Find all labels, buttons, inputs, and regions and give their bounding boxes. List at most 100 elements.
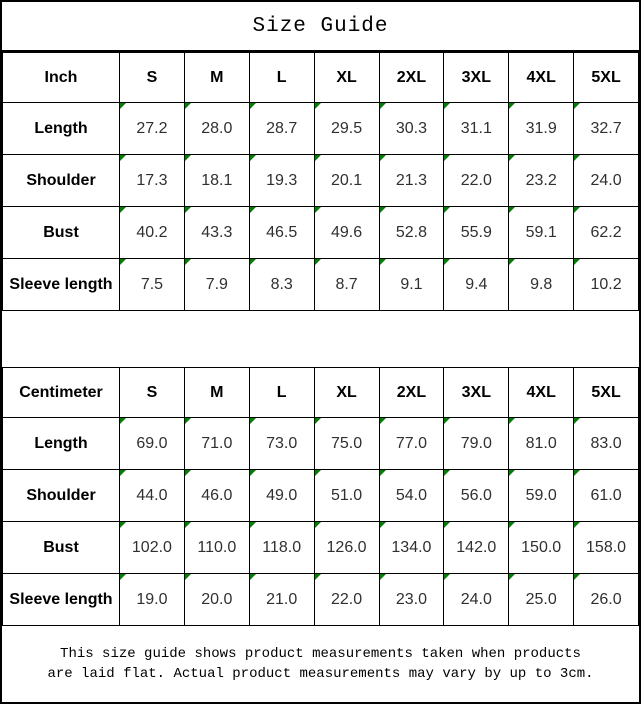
value-cell: 32.7 (573, 102, 639, 155)
size-header-cell: 3XL (443, 52, 510, 103)
value-text: 61.0 (590, 486, 622, 504)
size-header-cell: XL (313, 52, 380, 103)
corner-marker-icon (250, 470, 256, 476)
corner-marker-icon (250, 574, 256, 580)
corner-marker-icon (444, 259, 451, 265)
value-cell: 46.5 (248, 206, 315, 259)
value-text: 28.0 (201, 119, 233, 137)
value-cell: 24.0 (573, 154, 639, 207)
corner-marker-icon (315, 522, 321, 528)
value-cell: 56.0 (443, 469, 510, 522)
size-header-cell: S (119, 367, 185, 418)
value-cell: 83.0 (573, 417, 639, 470)
value-text: 77.0 (395, 434, 427, 452)
corner-marker-icon (185, 155, 191, 161)
value-text: 31.9 (525, 119, 557, 137)
value-text: 142.0 (456, 538, 497, 556)
value-text: 22.0 (330, 590, 363, 608)
corner-marker-icon (379, 470, 386, 476)
value-text: 62.2 (590, 223, 622, 241)
row-label-cell: Length (2, 417, 120, 470)
value-cell: 19.3 (248, 154, 315, 207)
value-text: 52.8 (395, 223, 427, 241)
corner-marker-icon (574, 522, 581, 528)
value-cell: 8.7 (313, 258, 380, 311)
value-cell: 7.9 (183, 258, 250, 311)
corner-marker-icon (444, 155, 451, 161)
note-line: This size guide shows product measuremen… (60, 646, 581, 662)
value-text: 23.2 (525, 171, 557, 189)
corner-marker-icon (574, 470, 581, 476)
size-header-cell: S (119, 52, 185, 103)
value-cell: 26.0 (573, 573, 639, 626)
value-cell: 158.0 (573, 521, 639, 574)
corner-marker-icon (574, 155, 581, 161)
value-text: 43.3 (201, 223, 233, 241)
table-row: Length 27.2 28.0 28.7 29.5 30.3 31.1 31.9 32.7 (2, 102, 639, 155)
value-cell: 62.2 (573, 206, 639, 259)
value-cell: 17.3 (119, 154, 185, 207)
value-text: 40.2 (136, 223, 168, 241)
value-text: 59.1 (525, 223, 557, 241)
value-cell: 8.3 (248, 258, 315, 311)
corner-marker-icon (315, 103, 321, 109)
value-cell: 150.0 (508, 521, 575, 574)
corner-marker-icon (185, 103, 191, 109)
value-text: 44.0 (136, 486, 168, 504)
value-cell: 79.0 (443, 417, 510, 470)
table-row: Shoulder 17.3 18.1 19.3 20.1 21.3 22.0 23.2 24.0 (2, 154, 639, 207)
value-cell: 69.0 (119, 417, 185, 470)
corner-marker-icon (185, 574, 191, 580)
value-cell: 23.0 (378, 573, 445, 626)
value-cell: 49.6 (313, 206, 380, 259)
value-text: 83.0 (590, 434, 622, 452)
value-cell: 9.1 (378, 258, 445, 311)
value-cell: 30.3 (378, 102, 445, 155)
value-cell: 59.1 (508, 206, 575, 259)
value-text: 27.2 (136, 119, 168, 137)
corner-marker-icon (509, 574, 516, 580)
corner-marker-icon (315, 574, 321, 580)
corner-marker-icon (509, 155, 516, 161)
corner-marker-icon (379, 155, 386, 161)
value-text: 126.0 (326, 538, 367, 556)
row-label-cell: Sleeve length (2, 573, 120, 626)
header-row: Inch S M L XL 2XL 3XL 4XL 5XL (2, 52, 639, 103)
corner-marker-icon (379, 259, 386, 265)
corner-marker-icon (444, 418, 451, 424)
value-text: 20.1 (330, 171, 363, 189)
size-header-cell: L (248, 367, 315, 418)
value-text: 79.0 (460, 434, 492, 452)
value-text: 118.0 (262, 538, 302, 556)
corner-marker-icon (250, 207, 256, 213)
value-text: 30.3 (395, 119, 427, 137)
table-row: Bust 40.2 43.3 46.5 49.6 52.8 55.9 59.1 62.2 (2, 206, 639, 259)
value-text: 69.0 (136, 434, 168, 452)
corner-marker-icon (250, 418, 256, 424)
value-text: 110.0 (197, 538, 237, 556)
value-text: 18.1 (201, 171, 233, 189)
value-text: 81.0 (525, 434, 557, 452)
corner-marker-icon (185, 470, 191, 476)
value-cell: 9.4 (443, 258, 510, 311)
value-cell: 31.9 (508, 102, 575, 155)
value-cell: 73.0 (248, 417, 315, 470)
corner-marker-icon (120, 155, 126, 161)
corner-marker-icon (120, 259, 126, 265)
value-text: 71.0 (201, 434, 233, 452)
size-header-cell: 5XL (573, 52, 639, 103)
value-cell: 55.9 (443, 206, 510, 259)
value-text: 134.0 (391, 538, 432, 556)
value-text: 49.0 (266, 486, 298, 504)
value-cell: 7.5 (119, 258, 185, 311)
value-cell: 21.3 (378, 154, 445, 207)
value-cell: 59.0 (508, 469, 575, 522)
corner-marker-icon (379, 207, 386, 213)
value-cell: 44.0 (119, 469, 185, 522)
row-label-cell: Bust (2, 521, 120, 574)
value-text: 28.7 (266, 119, 298, 137)
value-cell: 40.2 (119, 206, 185, 259)
row-label-cell: Length (2, 102, 120, 155)
value-cell: 18.1 (183, 154, 250, 207)
value-text: 49.6 (330, 223, 363, 241)
